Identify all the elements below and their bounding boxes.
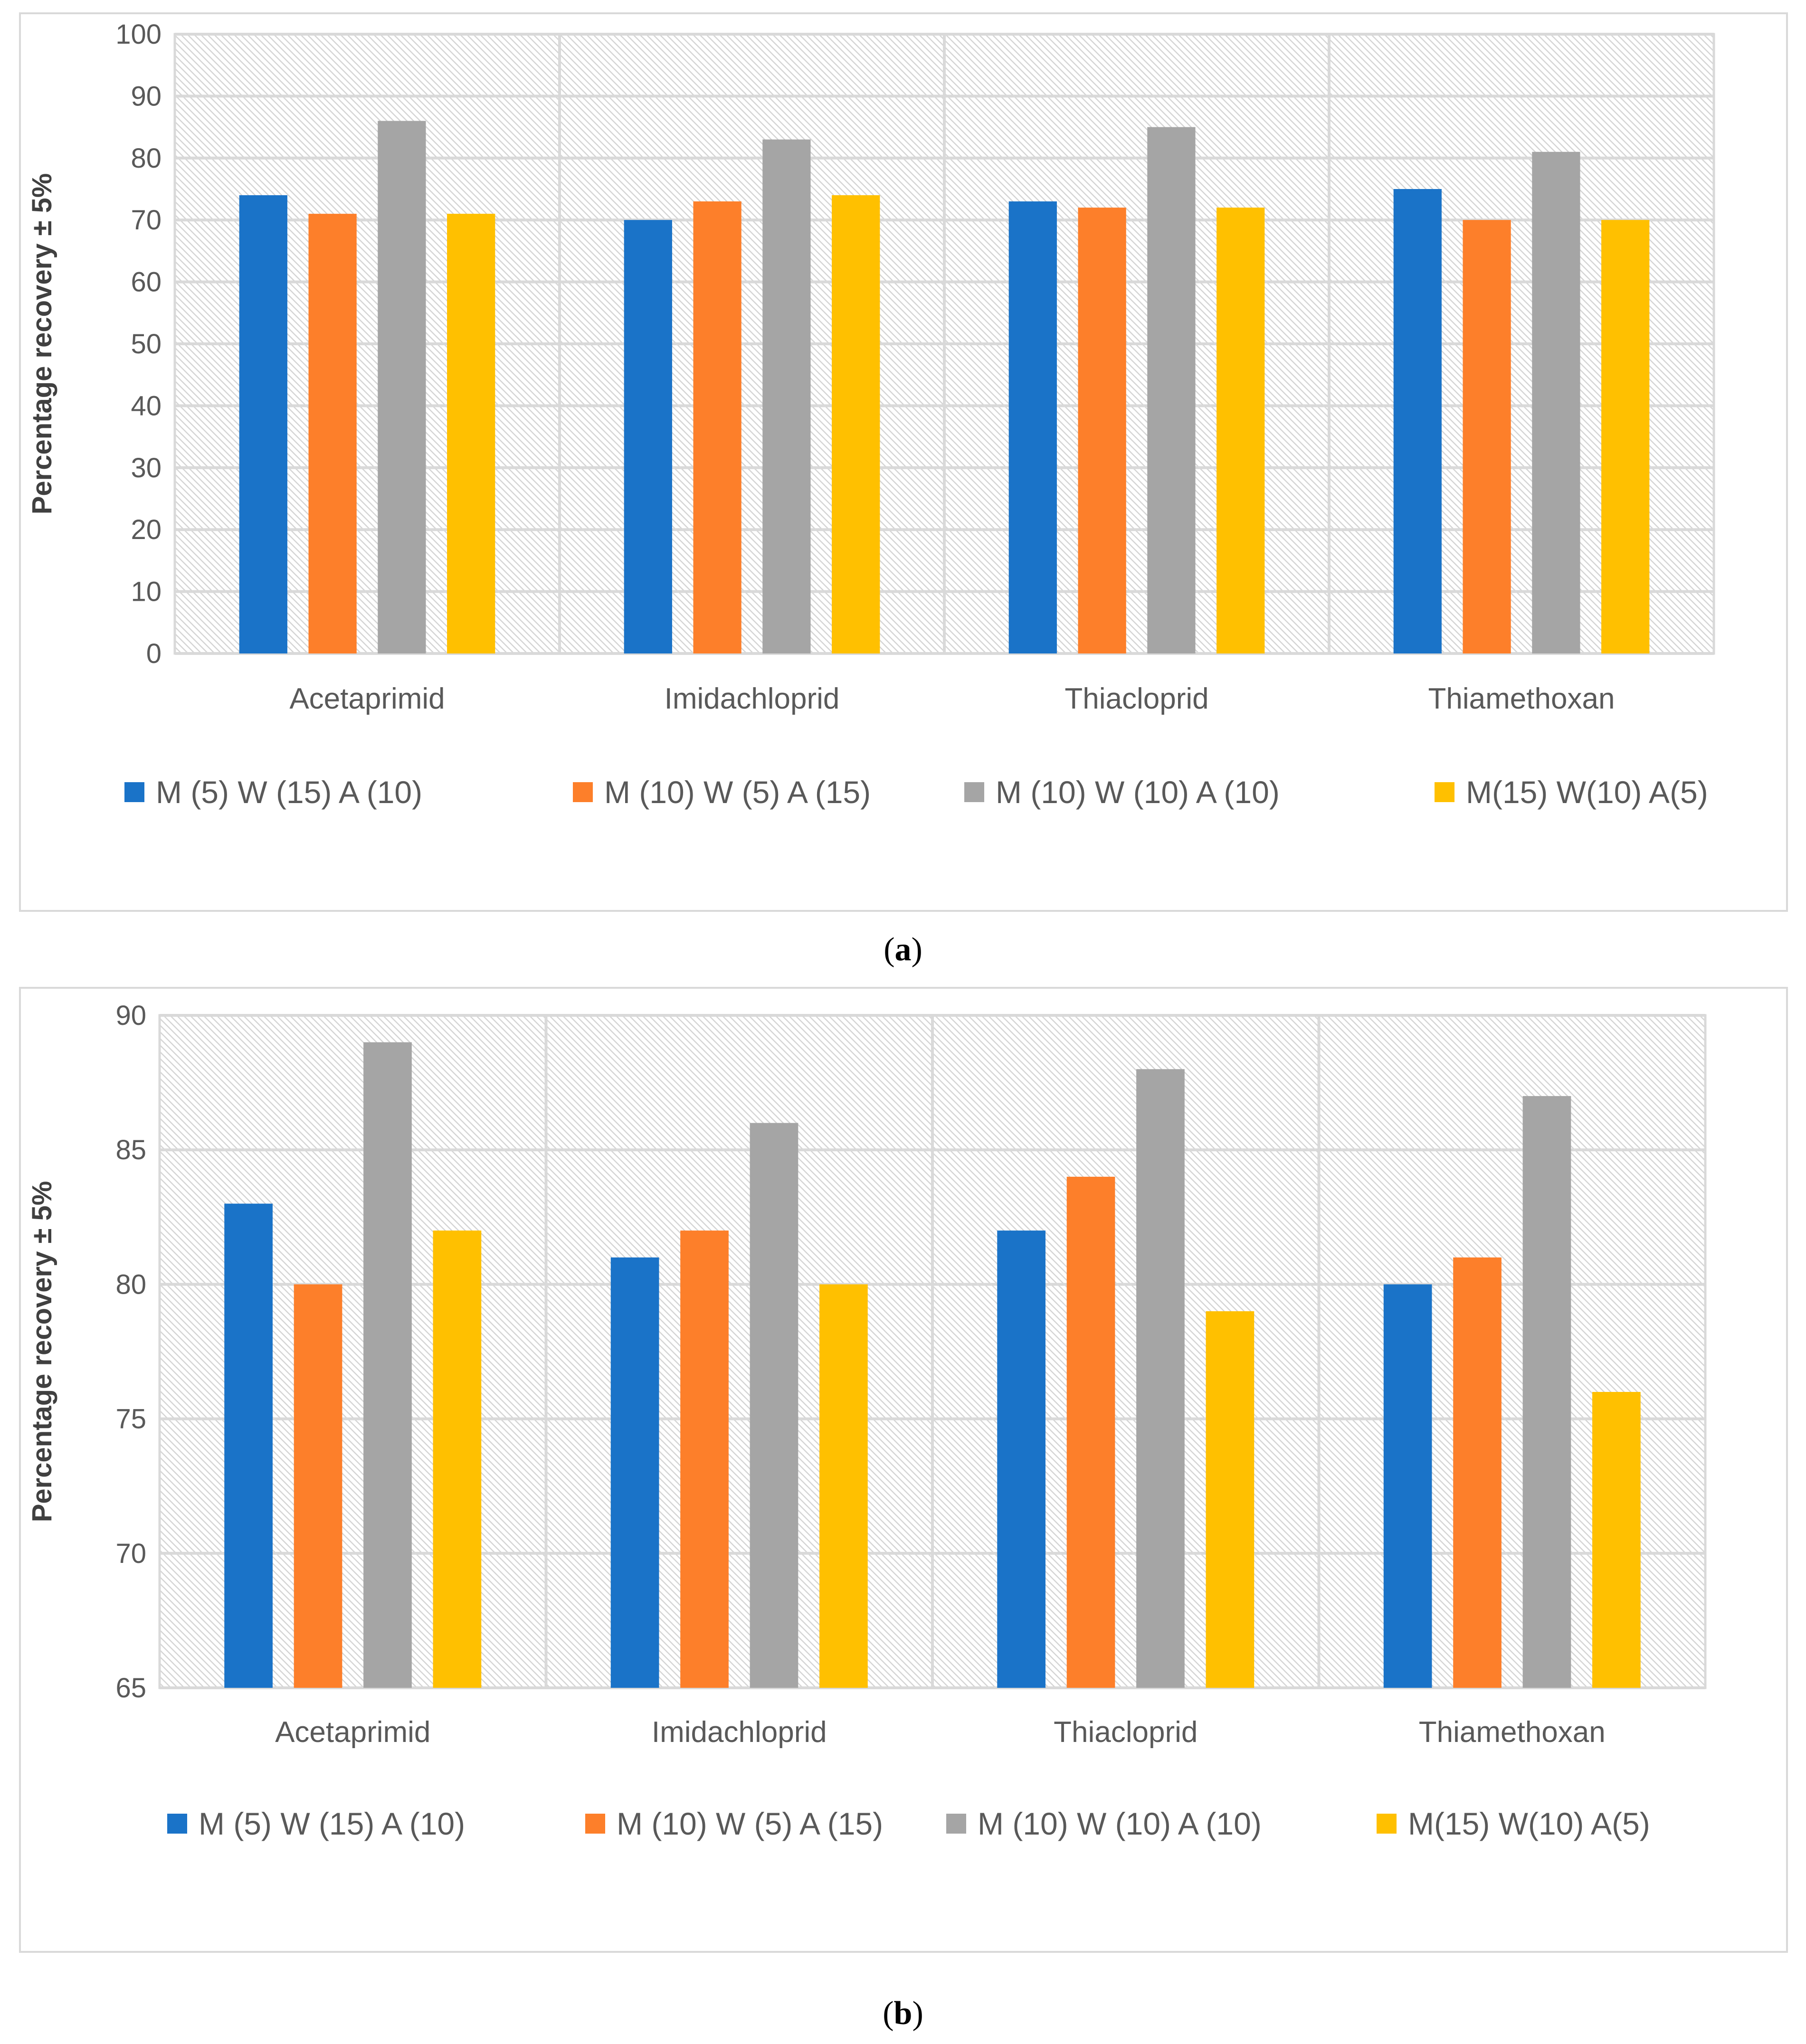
bar-a-0-0-m-5-w-15-a-10 [239,195,287,653]
bar-a-3-2-m-10-w-10-a-10 [1532,151,1580,653]
y-tick-label: 85 [115,1135,146,1165]
bar-a-2-3-m-15-w-10-a-5 [1217,208,1265,653]
caption-a: (a) [884,931,922,968]
legend-item: M (10) W (5) A (15) [573,775,871,810]
y-tick-label: 90 [115,1000,146,1031]
caption-b-letter: b [893,1995,913,2032]
y-tick-label: 80 [115,1269,146,1300]
category-label-thiacloprid: Thiacloprid [1054,1716,1198,1749]
bar-b-0-3-m-15-w-10-a-5 [433,1230,482,1688]
bar-b-2-2-m-10-w-10-a-10 [1136,1069,1185,1688]
bar-a-1-3-m-15-w-10-a-5 [832,195,880,653]
y-tick-label: 20 [131,514,162,545]
y-tick-label: 75 [115,1404,146,1435]
y-tick-label: 60 [131,267,162,298]
bar-b-3-0-m-5-w-15-a-10 [1383,1284,1432,1688]
legend-item: M (5) W (15) A (10) [124,775,422,810]
bar-b-0-0-m-5-w-15-a-10 [224,1203,273,1688]
category-label-acetaprimid: Acetaprimid [289,682,445,715]
category-label-acetaprimid: Acetaprimid [275,1716,430,1749]
bar-b-1-1-m-10-w-5-a-15 [680,1230,729,1688]
bar-a-2-0-m-5-w-15-a-10 [1008,201,1057,654]
bar-a-0-1-m-10-w-5-a-15 [308,214,357,653]
legend-swatch [946,1814,966,1834]
y-tick-label: 80 [131,143,162,174]
bar-a-2-2-m-10-w-10-a-10 [1147,127,1196,654]
legend-label: M (10) W (5) A (15) [617,1806,883,1841]
bar-b-3-2-m-10-w-10-a-10 [1522,1096,1571,1688]
bar-chart-b: 65 70 75 80 85 90 Acetaprimid Imidachloprid Thia… [19,987,1788,1953]
legend-swatch [1435,782,1454,802]
legend-item: M(15) W(10) A(5) [1377,1806,1650,1841]
bar-a-3-3-m-15-w-10-a-5 [1601,220,1650,653]
bar-a-2-1-m-10-w-5-a-15 [1078,208,1126,653]
bar-b-2-1-m-10-w-5-a-15 [1066,1176,1115,1688]
legend-label: M(15) W(10) A(5) [1408,1806,1650,1841]
legend-label: M (10) W (10) A (10) [978,1806,1262,1841]
bar-a-1-1-m-10-w-5-a-15 [693,201,741,654]
bar-b-2-0-m-5-w-15-a-10 [997,1230,1046,1688]
legend-item: M(15) W(10) A(5) [1435,775,1708,810]
y-tick-label: 70 [115,1538,146,1569]
bar-b-0-1-m-10-w-5-a-15 [294,1284,342,1688]
bar-b-1-0-m-5-w-15-a-10 [610,1257,659,1688]
legend-item: M (10) W (5) A (15) [585,1806,883,1841]
y-tick-label: 70 [131,205,162,236]
legend-item: M (5) W (15) A (10) [167,1806,465,1841]
category-label-imidachloprid: Imidachloprid [665,682,840,715]
y-axis-title: Percentage recovery ± 5% [27,1181,57,1523]
legend-swatch [167,1814,187,1834]
bar-a-1-0-m-5-w-15-a-10 [624,220,672,653]
category-label-imidachloprid: Imidachloprid [652,1716,827,1749]
bar-b-3-3-m-15-w-10-a-5 [1592,1391,1641,1688]
legend-item: M (10) W (10) A (10) [964,775,1280,810]
y-tick-label: 40 [131,390,162,421]
y-tick-label: 30 [131,453,162,483]
category-label-thiamethoxan: Thiamethoxan [1428,682,1615,715]
bar-a-3-1-m-10-w-5-a-15 [1463,220,1511,653]
bar-b-1-3-m-15-w-10-a-5 [819,1284,868,1688]
legend-swatch [585,1814,605,1834]
caption-b: (b) [883,1995,923,2032]
legend-label: M (10) W (5) A (15) [604,775,871,810]
bar-a-0-2-m-10-w-10-a-10 [378,121,426,653]
bar-chart-a: 0 10 20 30 40 50 60 70 80 90 100 Acetaprimid Imidach… [19,12,1788,912]
legend-swatch [124,782,144,802]
y-tick-label: 50 [131,329,162,360]
legend-label: M (5) W (15) A (10) [199,1806,465,1841]
figure-panel-b: 65 70 75 80 85 90 Acetaprimid Imidachloprid Thia… [0,978,1806,2044]
legend-label: M (10) W (10) A (10) [996,775,1280,810]
y-tick-label: 90 [131,81,162,112]
y-tick-label: 100 [115,19,162,50]
bar-b-0-2-m-10-w-10-a-10 [363,1042,412,1688]
legend-swatch [573,782,593,802]
legend-label: M(15) W(10) A(5) [1466,775,1708,810]
caption-a-letter: a [894,931,912,968]
category-label-thiacloprid: Thiacloprid [1065,682,1208,715]
bar-b-1-2-m-10-w-10-a-10 [750,1123,798,1688]
bar-a-1-2-m-10-w-10-a-10 [762,139,811,654]
legend-swatch [964,782,984,802]
bar-b-2-3-m-15-w-10-a-5 [1206,1311,1255,1688]
legend-item: M (10) W (10) A (10) [946,1806,1262,1841]
bar-b-3-1-m-10-w-5-a-15 [1453,1257,1502,1688]
bar-a-3-0-m-5-w-15-a-10 [1393,189,1442,653]
y-axis-title: Percentage recovery ± 5% [27,173,57,515]
y-tick-label: 65 [115,1673,146,1703]
legend-swatch [1377,1814,1397,1834]
y-tick-label: 10 [131,577,162,607]
y-tick-label: 0 [146,638,162,669]
category-label-thiamethoxan: Thiamethoxan [1419,1716,1606,1749]
bar-a-0-3-m-15-w-10-a-5 [447,214,495,653]
figure-panel-a: 0 10 20 30 40 50 60 70 80 90 100 Acetaprimid Imidach… [0,0,1806,978]
legend-label: M (5) W (15) A (10) [156,775,422,810]
